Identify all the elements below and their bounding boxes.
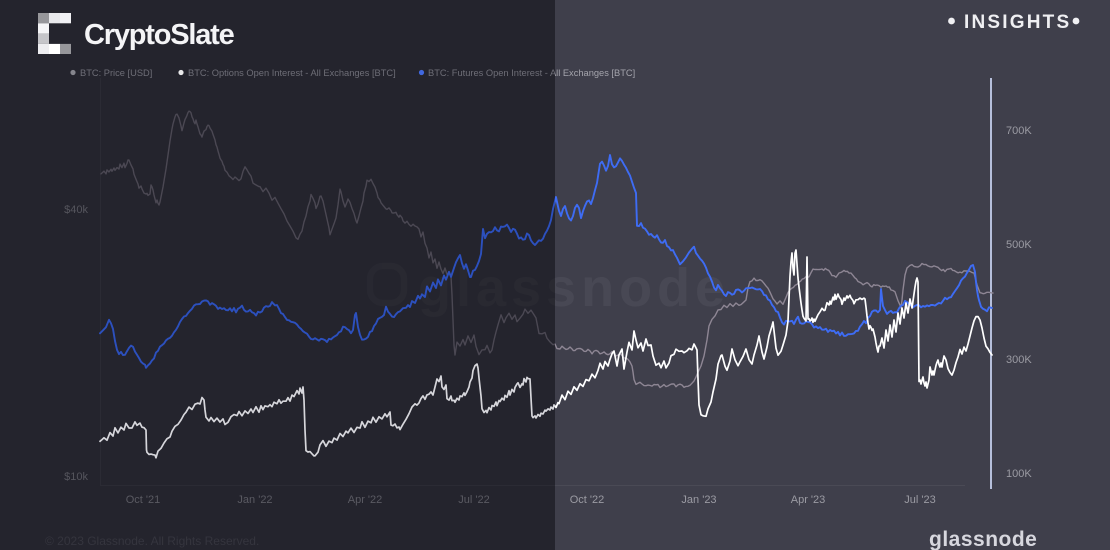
svg-text:Jan '23: Jan '23 bbox=[681, 494, 716, 506]
svg-text:INSIGHTS: INSIGHTS bbox=[964, 12, 1071, 33]
svg-text:300K: 300K bbox=[1006, 354, 1032, 366]
svg-text:500K: 500K bbox=[1006, 239, 1032, 251]
svg-text:700K: 700K bbox=[1006, 125, 1032, 137]
svg-text:Apr '23: Apr '23 bbox=[791, 494, 826, 506]
svg-text:© 2023 Glassnode. All Rights R: © 2023 Glassnode. All Rights Reserved. bbox=[45, 534, 259, 548]
svg-text:glassnode: glassnode bbox=[929, 528, 1037, 550]
svg-text:Jul '23: Jul '23 bbox=[904, 494, 935, 506]
svg-text:BTC: Price [USD]: BTC: Price [USD] bbox=[80, 68, 152, 78]
svg-text:Jul '22: Jul '22 bbox=[458, 494, 489, 506]
svg-text:Jan '22: Jan '22 bbox=[237, 494, 272, 506]
svg-text:$40k: $40k bbox=[64, 204, 88, 216]
svg-text:Oct '22: Oct '22 bbox=[570, 494, 605, 506]
svg-text:$10k: $10k bbox=[64, 471, 88, 483]
svg-text:glassnode: glassnode bbox=[418, 258, 730, 318]
svg-text:BTC: Futures Open Interest - A: BTC: Futures Open Interest - All Exchang… bbox=[428, 68, 635, 78]
svg-text:CryptoSlate: CryptoSlate bbox=[84, 19, 235, 51]
svg-text:BTC: Futures Open Interest - A: BTC: Futures Open Interest - All Exchang… bbox=[428, 68, 635, 78]
svg-text:100K: 100K bbox=[1006, 468, 1032, 480]
svg-text:BTC: Options Open Interest - A: BTC: Options Open Interest - All Exchang… bbox=[188, 68, 396, 78]
svg-text:Oct '21: Oct '21 bbox=[126, 494, 161, 506]
svg-text:Apr '22: Apr '22 bbox=[348, 494, 383, 506]
